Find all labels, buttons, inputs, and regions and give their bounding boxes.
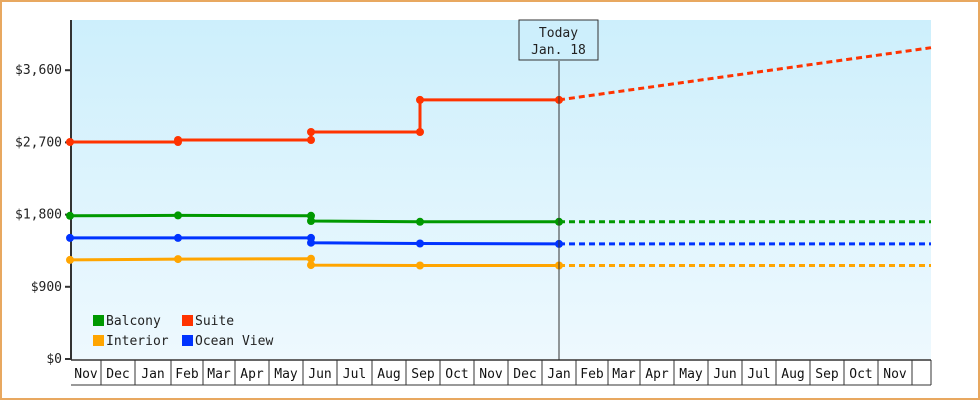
data-point — [307, 261, 315, 270]
x-tick-label: Nov — [883, 367, 907, 382]
x-tick-label: Jan — [141, 367, 164, 382]
data-point — [66, 211, 74, 220]
x-tick-label: May — [679, 367, 703, 382]
x-tick-label: Jan — [547, 367, 570, 382]
x-tick-label: Jun — [308, 367, 331, 382]
today-box — [518, 19, 599, 61]
today-label: Today — [539, 26, 578, 41]
y-axis: $0 $900 $1,800 $2,700 $3,600 — [15, 20, 72, 367]
legend-swatch-suite — [182, 315, 193, 326]
today-marker: Today Jan. 18 — [518, 19, 599, 360]
x-tick-label: Nov — [74, 367, 98, 382]
legend-label: Interior — [106, 334, 169, 349]
y-tick-label: $2,700 — [15, 135, 62, 150]
x-tick-label: Apr — [240, 367, 264, 382]
x-tick-label: Jun — [713, 367, 736, 382]
data-point — [66, 233, 74, 242]
data-point — [416, 95, 424, 104]
data-point — [307, 128, 315, 136]
data-point — [416, 217, 424, 226]
x-tick-label: Oct — [849, 367, 872, 382]
legend-label: Suite — [195, 314, 234, 329]
legend-label: Balcony — [106, 314, 161, 329]
data-point — [416, 261, 424, 270]
x-tick-label: Sep — [815, 367, 839, 382]
data-point — [174, 255, 182, 264]
data-point — [174, 233, 182, 242]
projection-line-suite — [558, 46, 932, 102]
data-point — [416, 128, 424, 136]
today-date: Jan. 18 — [531, 43, 586, 58]
data-point — [66, 255, 74, 264]
plot-area — [71, 20, 931, 359]
data-point — [307, 217, 315, 225]
legend-label: Ocean View — [195, 334, 273, 349]
x-tick-label: Feb — [175, 367, 199, 382]
y-tick-label: $1,800 — [15, 208, 62, 223]
data-point — [174, 211, 182, 220]
y-tick-label: $3,600 — [15, 63, 62, 78]
x-axis: Nov Dec Jan Feb Mar Apr May Jun Jul Aug Sep Oct Nov D… — [71, 359, 932, 386]
x-tick-label: May — [274, 367, 298, 382]
x-tick-label: Aug — [781, 367, 804, 382]
x-tick-label: Sep — [411, 367, 435, 382]
x-tick-label: Dec — [106, 367, 129, 382]
legend-swatch-ocean-view — [182, 335, 193, 346]
data-point — [307, 254, 315, 263]
legend: Balcony Suite Interior Ocean View — [93, 314, 273, 349]
legend-swatch-interior — [93, 335, 104, 346]
x-tick-label: Jul — [747, 367, 770, 382]
data-point — [416, 239, 424, 248]
y-tick-label: $900 — [31, 280, 62, 295]
x-tick-label: Oct — [445, 367, 468, 382]
x-tick-label: Apr — [645, 367, 669, 382]
series-lines — [66, 46, 932, 270]
x-tick-label: Mar — [612, 367, 636, 382]
x-tick-label: Jul — [343, 367, 366, 382]
data-point — [307, 136, 315, 144]
x-tick-label: Feb — [580, 367, 604, 382]
legend-swatch-balcony — [93, 315, 104, 326]
data-point — [307, 238, 315, 247]
x-tick-label: Mar — [207, 367, 231, 382]
data-point — [174, 136, 182, 144]
y-tick-label: $0 — [46, 352, 62, 367]
data-point — [66, 138, 74, 146]
x-tick-label: Nov — [479, 367, 503, 382]
x-tick-label: Dec — [513, 367, 536, 382]
x-tick-label: Aug — [377, 367, 400, 382]
